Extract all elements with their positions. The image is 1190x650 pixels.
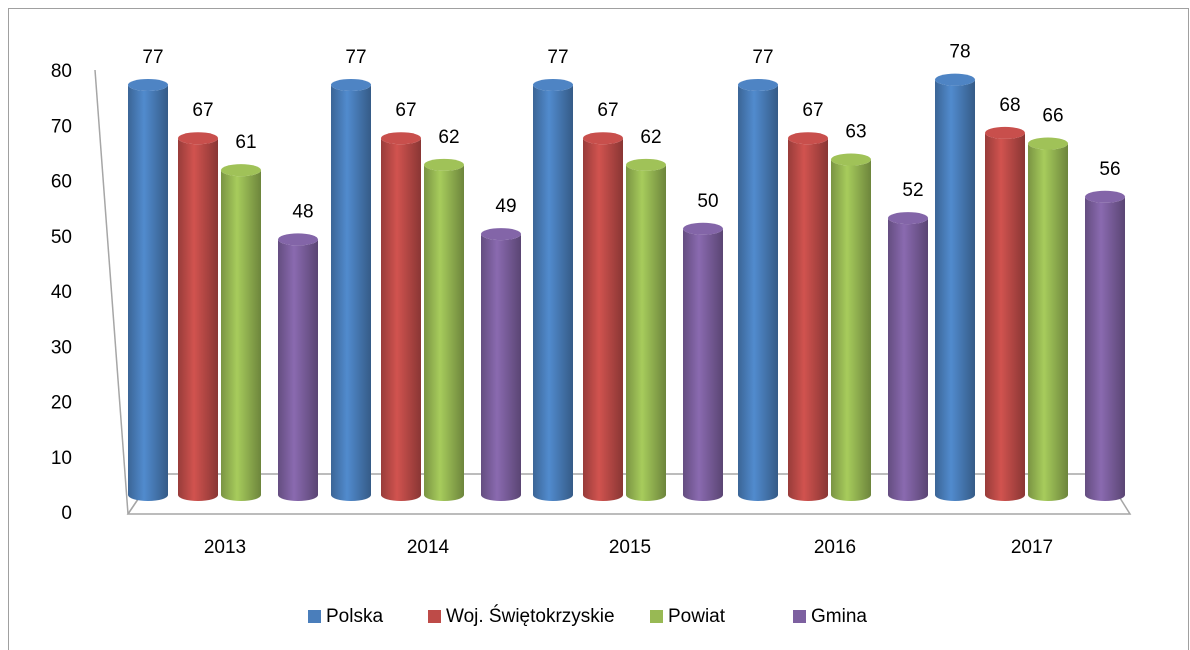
cylinder-top (278, 233, 318, 246)
y-tick-label: 0 (61, 503, 72, 524)
cylinder-top (221, 164, 261, 177)
data-label: 48 (292, 201, 313, 222)
cylinder-top (738, 78, 778, 91)
cylinder-top (424, 158, 464, 171)
data-label: 78 (949, 42, 970, 63)
cylinder-top (178, 132, 218, 145)
y-axis-wall (94, 69, 129, 515)
legend-label: Powiat (668, 606, 726, 627)
data-label: 77 (142, 47, 163, 68)
x-tick-label: 2014 (407, 537, 450, 558)
data-label: 77 (547, 47, 568, 68)
cylinder-top (935, 73, 975, 86)
y-tick-label: 50 (51, 227, 72, 248)
cylinder-top (683, 222, 723, 235)
cylinder-top (831, 153, 871, 166)
cylinder-body (683, 228, 723, 501)
cylinder-body (533, 84, 573, 501)
cylinder-body (221, 170, 261, 502)
cylinder-top (888, 212, 928, 225)
y-tick-label: 10 (51, 448, 72, 469)
cylinder-body (738, 84, 778, 501)
y-tick-label: 70 (51, 116, 72, 137)
legend-swatch (428, 610, 441, 623)
cylinder-body (178, 138, 218, 501)
cylinder-body (1028, 143, 1068, 502)
cylinder-body (424, 164, 464, 501)
cylinder-body (626, 164, 666, 501)
cylinder-top (481, 228, 521, 241)
cylinder-body (985, 132, 1025, 501)
cylinder-top (626, 158, 666, 171)
cylinder-body (888, 218, 928, 501)
data-label: 77 (345, 47, 366, 68)
data-label: 68 (999, 95, 1020, 116)
cylinder-body (331, 84, 371, 501)
cylinder-body (1085, 196, 1125, 502)
cylinder-top (381, 132, 421, 145)
data-label: 62 (438, 127, 459, 148)
legend-label: Gmina (811, 606, 867, 627)
cylinder-top (331, 78, 371, 91)
data-label: 62 (640, 127, 661, 148)
data-label: 50 (697, 191, 718, 212)
data-label: 66 (1042, 106, 1063, 127)
data-label: 49 (495, 196, 516, 217)
cylinder-body (788, 138, 828, 501)
data-label: 67 (802, 100, 823, 121)
cylinder-top (1028, 137, 1068, 150)
y-tick-label: 30 (51, 337, 72, 358)
cylinder-body (278, 239, 318, 501)
y-tick-label: 40 (51, 282, 72, 303)
data-label: 67 (192, 100, 213, 121)
cylinder-body (128, 84, 168, 501)
data-label: 56 (1099, 159, 1120, 180)
data-label: 67 (395, 100, 416, 121)
x-tick-label: 2013 (204, 537, 246, 558)
legend-label: Woj. Świętokrzyskie (446, 605, 615, 627)
cylinder-top (985, 126, 1025, 139)
cylinder-body (481, 234, 521, 501)
legend-swatch (308, 610, 321, 623)
cylinder-body (381, 138, 421, 501)
legend-label: Polska (326, 606, 383, 627)
y-tick-label: 80 (51, 61, 72, 82)
data-label: 61 (235, 132, 256, 153)
x-tick-label: 2017 (1011, 537, 1053, 558)
x-tick-label: 2015 (609, 537, 651, 558)
cylinder-body (935, 79, 975, 502)
data-label: 67 (597, 100, 618, 121)
data-label: 52 (902, 180, 923, 201)
legend-swatch (650, 610, 663, 623)
cylinder-top (583, 132, 623, 145)
cylinder-body (583, 138, 623, 501)
y-tick-label: 60 (51, 172, 72, 193)
y-tick-label: 20 (51, 393, 72, 414)
cylinder-top (533, 78, 573, 91)
cylinder-top (1085, 190, 1125, 203)
data-label: 63 (845, 122, 866, 143)
legend-swatch (793, 610, 806, 623)
cylinder-top (128, 78, 168, 91)
data-label: 77 (752, 47, 773, 68)
cylinder-top (788, 132, 828, 145)
x-tick-label: 2016 (814, 537, 856, 558)
cylinder-body (831, 159, 871, 501)
